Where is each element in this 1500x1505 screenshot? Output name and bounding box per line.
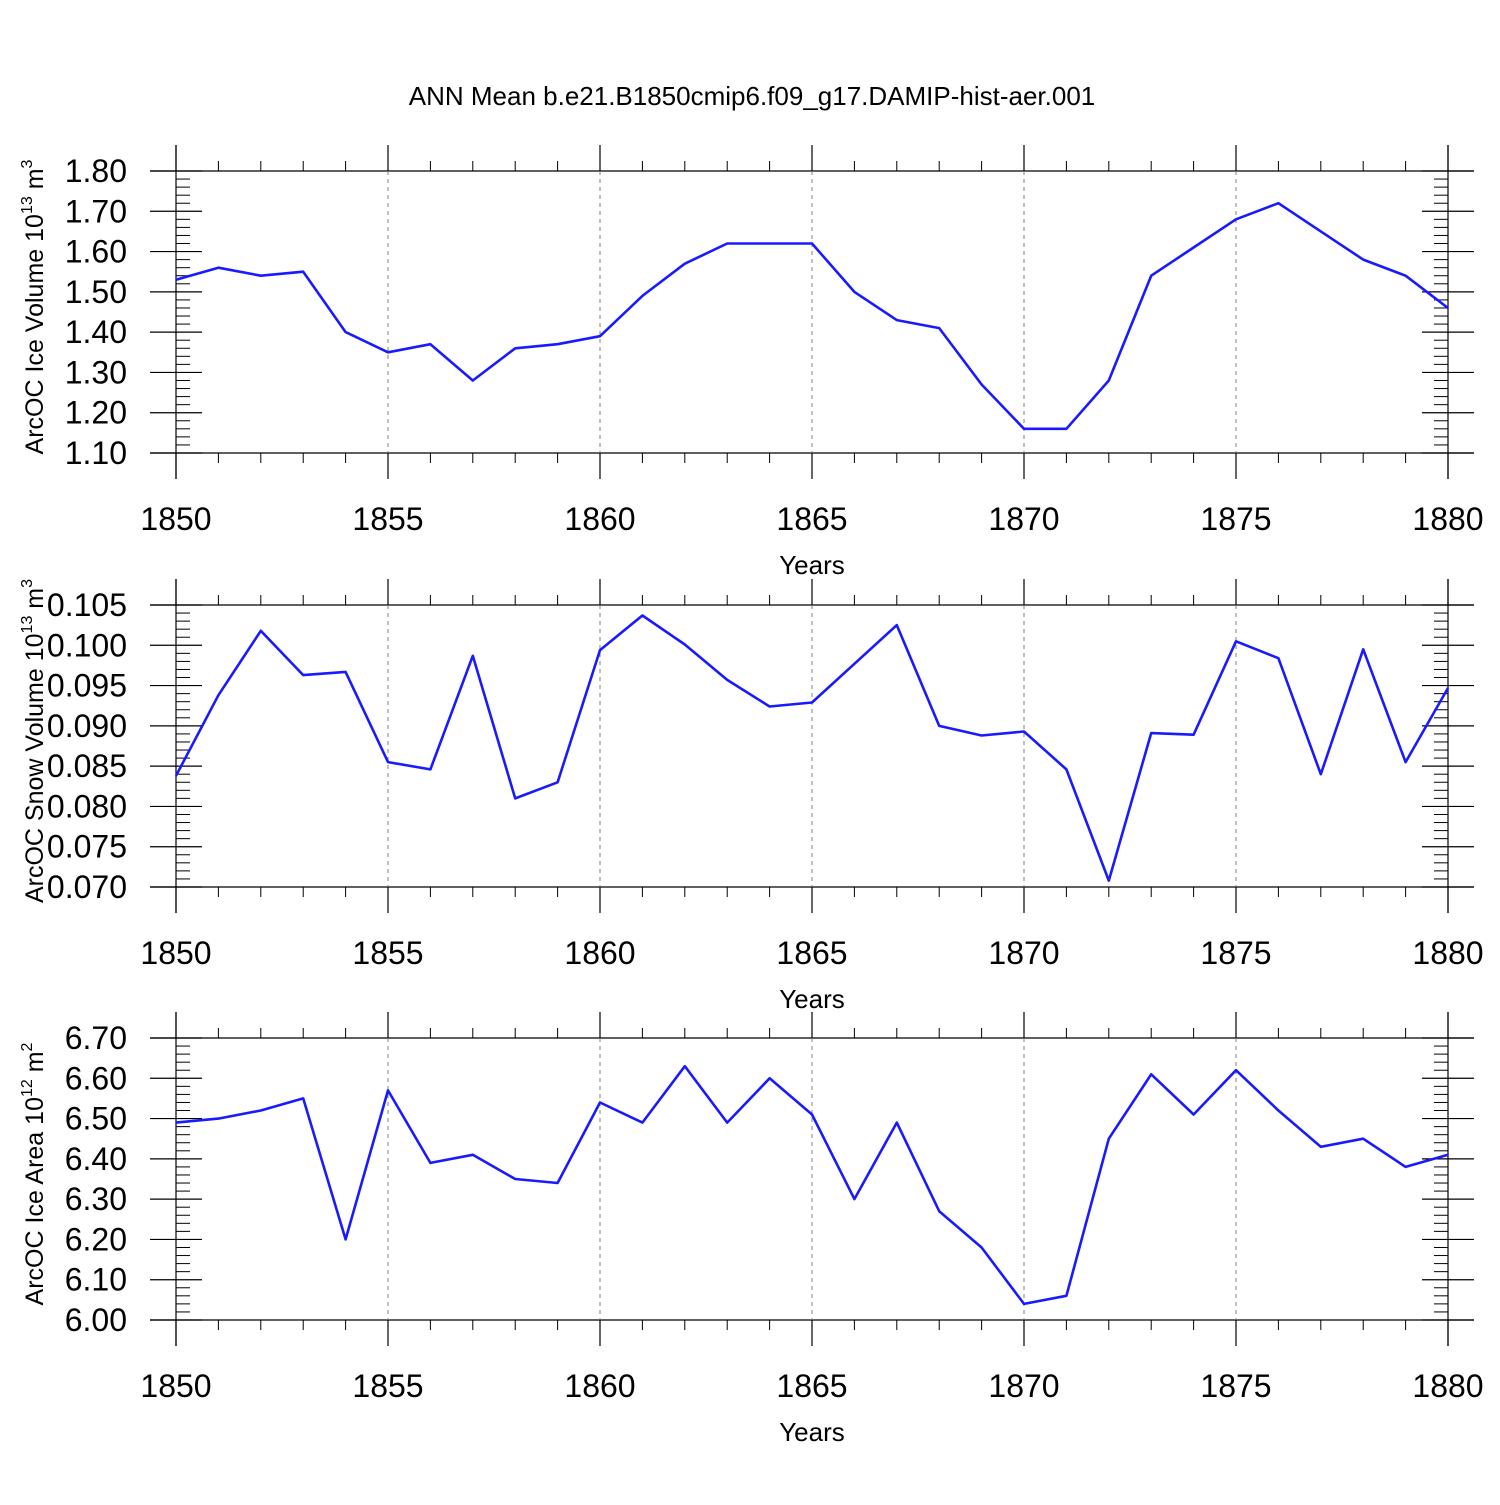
- y-tick-label: 6.20: [65, 1221, 127, 1257]
- x-tick-label: 1880: [1412, 935, 1483, 971]
- x-tick-label: 1865: [776, 501, 847, 537]
- y-axis-label-text: ArcOC Snow Volume 10: [21, 633, 49, 903]
- x-tick-label: 1855: [352, 935, 423, 971]
- y-axis-label-unit: m: [21, 588, 49, 616]
- x-tick-label: 1880: [1412, 501, 1483, 537]
- x-tick-label: 1860: [564, 1368, 635, 1404]
- y-tick-label: 0.095: [47, 668, 127, 704]
- y-tick-label: 0.085: [47, 748, 127, 784]
- y-tick-label: 0.100: [47, 627, 127, 663]
- y-axis-label-unit-exponent: 3: [19, 579, 36, 588]
- y-tick-label: 6.50: [65, 1101, 127, 1137]
- x-tick-label: 1875: [1200, 501, 1271, 537]
- y-tick-label: 1.50: [65, 274, 127, 310]
- y-tick-label: 1.30: [65, 354, 127, 390]
- y-axis-label-unit-exponent: 3: [19, 159, 36, 168]
- x-tick-label: 1860: [564, 501, 635, 537]
- y-axis-label-text: ArcOC Ice Area 10: [21, 1097, 49, 1305]
- x-tick-label: 1865: [776, 935, 847, 971]
- y-tick-label: 1.70: [65, 193, 127, 229]
- y-tick-label: 0.070: [47, 869, 127, 905]
- y-tick-label: 0.080: [47, 788, 127, 824]
- x-tick-label: 1855: [352, 501, 423, 537]
- y-tick-label: 0.090: [47, 708, 127, 744]
- y-tick-label: 1.10: [65, 435, 127, 471]
- y-axis-label-unit-exponent: 2: [19, 1042, 36, 1051]
- y-axis-label-exponent: 13: [19, 616, 36, 634]
- x-tick-label: 1855: [352, 1368, 423, 1404]
- x-tick-label: 1880: [1412, 1368, 1483, 1404]
- x-tick-label: 1875: [1200, 1368, 1271, 1404]
- y-tick-label: 1.60: [65, 234, 127, 270]
- x-tick-label: 1865: [776, 1368, 847, 1404]
- y-tick-label: 6.40: [65, 1141, 127, 1177]
- y-tick-label: 6.00: [65, 1302, 127, 1338]
- chart-title: ANN Mean b.e21.B1850cmip6.f09_g17.DAMIP-…: [409, 81, 1096, 111]
- x-tick-label: 1850: [140, 501, 211, 537]
- x-axis-label: Years: [779, 1417, 845, 1447]
- y-tick-label: 6.60: [65, 1060, 127, 1096]
- y-tick-label: 1.80: [65, 153, 127, 189]
- x-tick-label: 1870: [988, 1368, 1059, 1404]
- x-axis-label: Years: [779, 550, 845, 580]
- y-axis-label-text: ArcOC Ice Volume 10: [21, 214, 49, 454]
- y-tick-label: 6.30: [65, 1181, 127, 1217]
- x-tick-label: 1875: [1200, 935, 1271, 971]
- y-tick-label: 1.20: [65, 395, 127, 431]
- x-tick-label: 1860: [564, 935, 635, 971]
- y-axis-label-exponent: 12: [19, 1079, 36, 1097]
- y-tick-label: 0.105: [47, 587, 127, 623]
- x-tick-label: 1850: [140, 1368, 211, 1404]
- x-axis-label: Years: [779, 984, 845, 1014]
- y-axis-label-exponent: 13: [19, 196, 36, 214]
- y-tick-label: 0.075: [47, 829, 127, 865]
- x-tick-label: 1870: [988, 501, 1059, 537]
- y-axis-label-unit: m: [21, 168, 49, 196]
- y-tick-label: 1.40: [65, 314, 127, 350]
- y-tick-label: 6.10: [65, 1262, 127, 1298]
- x-tick-label: 1870: [988, 935, 1059, 971]
- y-axis-label-unit: m: [21, 1051, 49, 1079]
- x-tick-label: 1850: [140, 935, 211, 971]
- y-tick-label: 6.70: [65, 1020, 127, 1056]
